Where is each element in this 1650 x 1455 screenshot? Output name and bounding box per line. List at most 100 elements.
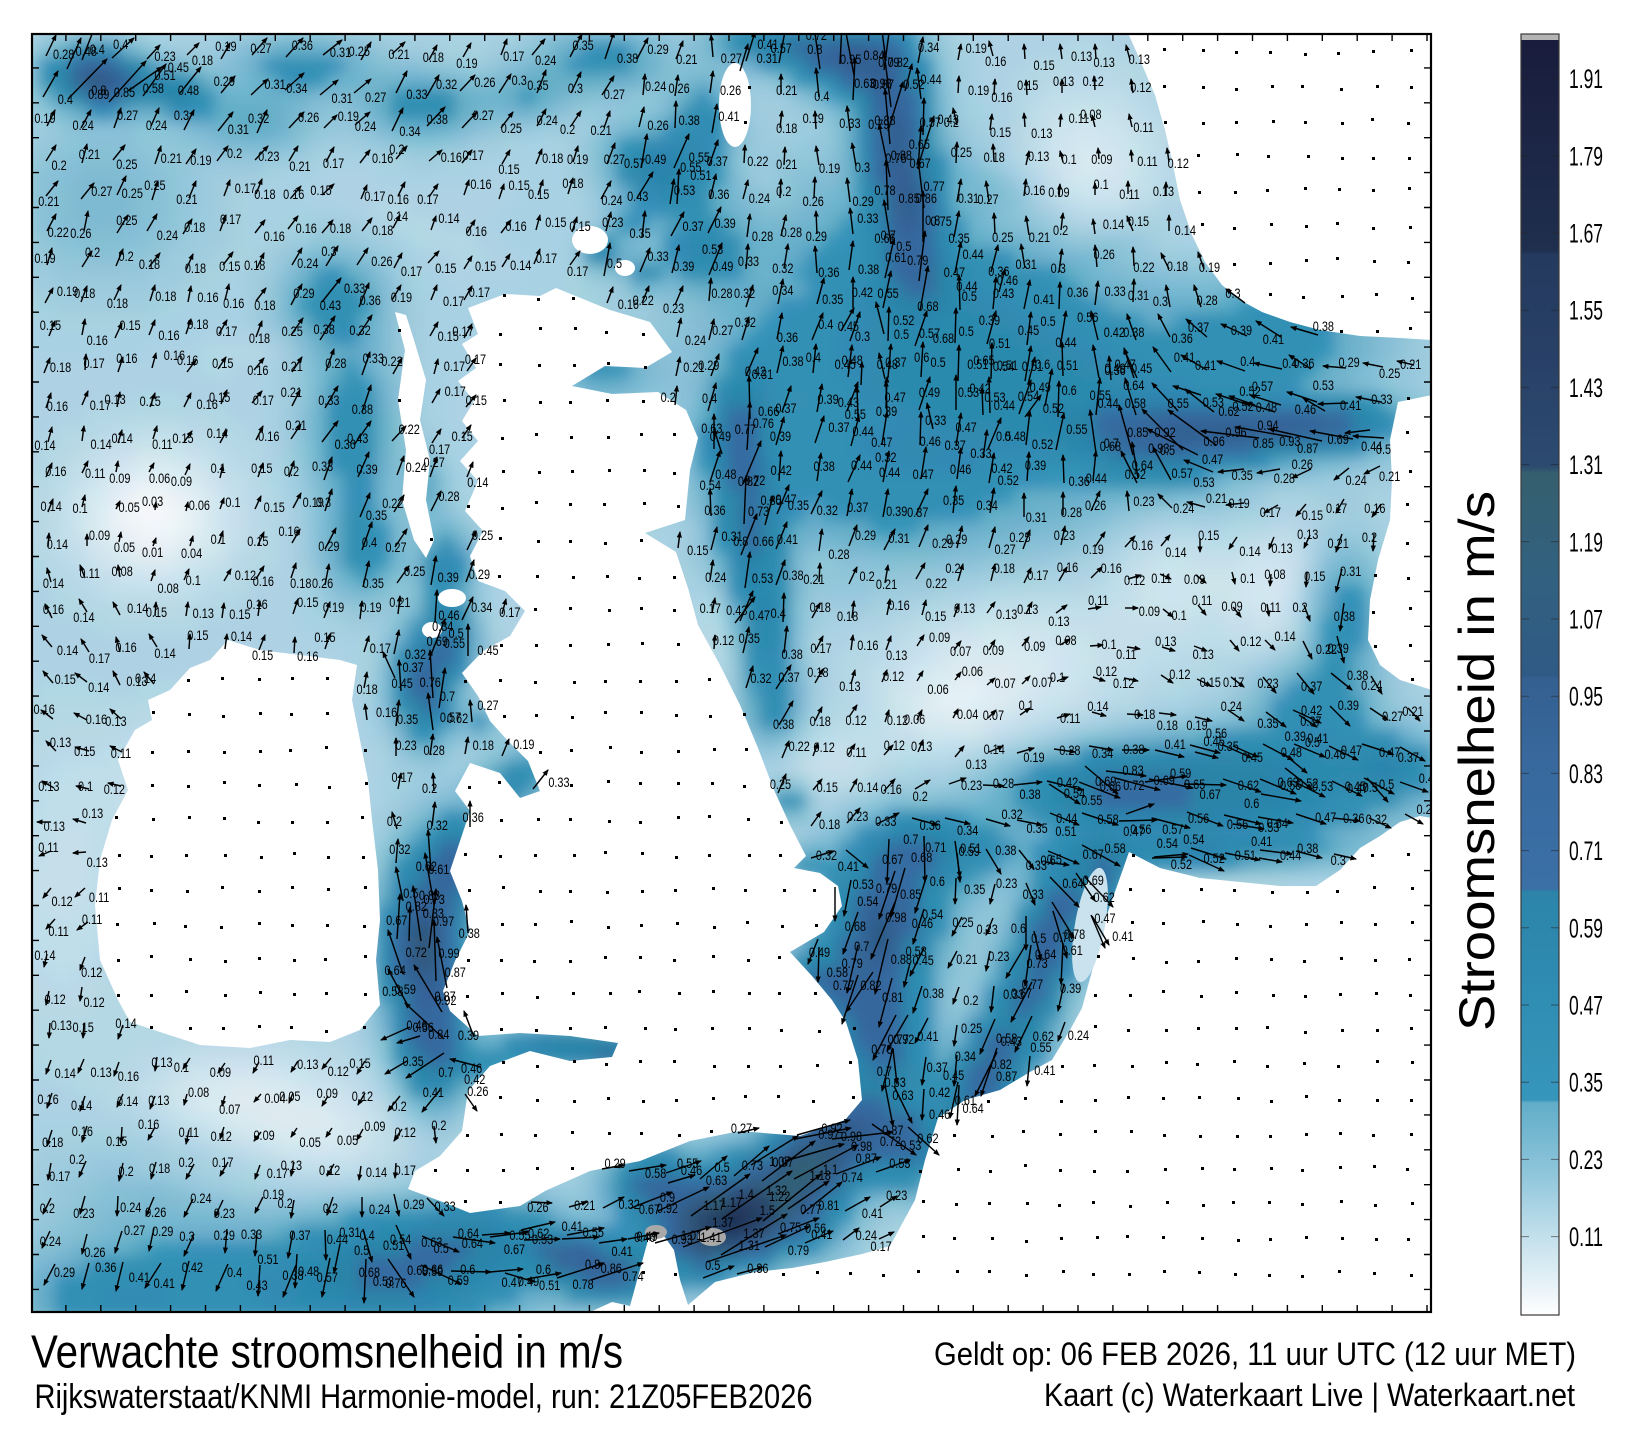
svg-text:0.21: 0.21 xyxy=(1029,230,1050,246)
svg-text:0.18: 0.18 xyxy=(837,609,858,625)
svg-text:0.13: 0.13 xyxy=(1028,149,1049,165)
svg-text:0.15: 0.15 xyxy=(1198,528,1219,544)
svg-text:0.17: 0.17 xyxy=(810,641,831,657)
svg-text:0.76: 0.76 xyxy=(885,151,906,167)
svg-text:0.38: 0.38 xyxy=(679,113,700,129)
svg-text:0.13: 0.13 xyxy=(105,714,126,730)
svg-text:0.28: 0.28 xyxy=(1274,471,1295,487)
svg-text:0.19: 0.19 xyxy=(34,111,55,127)
svg-text:0.15: 0.15 xyxy=(545,215,566,231)
svg-text:0.15: 0.15 xyxy=(528,187,549,203)
svg-text:0.63: 0.63 xyxy=(701,421,722,437)
svg-text:0.13: 0.13 xyxy=(996,607,1017,623)
svg-text:0.1: 0.1 xyxy=(1062,152,1077,168)
svg-text:0.76: 0.76 xyxy=(420,675,441,691)
svg-text:0.08: 0.08 xyxy=(1080,107,1101,123)
svg-text:0.5: 0.5 xyxy=(959,324,974,340)
svg-text:0.16: 0.16 xyxy=(1132,538,1153,554)
svg-text:0.51: 0.51 xyxy=(989,336,1010,352)
svg-text:0.28: 0.28 xyxy=(1061,505,1082,521)
svg-text:0.39: 0.39 xyxy=(1025,458,1046,474)
svg-text:0.27: 0.27 xyxy=(424,455,445,471)
svg-text:0.21: 0.21 xyxy=(776,83,797,99)
svg-text:0.24: 0.24 xyxy=(705,570,726,586)
svg-text:0.5: 0.5 xyxy=(1041,314,1056,330)
svg-text:0.57: 0.57 xyxy=(624,156,645,172)
svg-text:0.12: 0.12 xyxy=(1240,634,1261,650)
svg-text:0.8: 0.8 xyxy=(733,534,748,550)
svg-text:0.17: 0.17 xyxy=(469,285,490,301)
svg-text:0.15: 0.15 xyxy=(187,628,208,644)
svg-text:0.19: 0.19 xyxy=(567,152,588,168)
svg-text:0.4: 0.4 xyxy=(58,92,73,108)
svg-text:0.27: 0.27 xyxy=(365,90,386,106)
svg-text:0.46: 0.46 xyxy=(920,434,941,450)
svg-text:0.16: 0.16 xyxy=(857,638,878,654)
svg-text:0.16: 0.16 xyxy=(297,649,318,665)
svg-text:0.65: 0.65 xyxy=(973,353,994,369)
svg-text:0.17: 0.17 xyxy=(444,359,465,375)
svg-text:0.2: 0.2 xyxy=(85,245,100,261)
svg-text:0.13: 0.13 xyxy=(1053,74,1074,90)
svg-text:0.24: 0.24 xyxy=(601,193,622,209)
svg-text:0.15: 0.15 xyxy=(209,390,230,406)
svg-text:0.23: 0.23 xyxy=(258,149,279,165)
svg-text:0.16: 0.16 xyxy=(1101,561,1122,577)
svg-text:0.46: 0.46 xyxy=(950,462,971,478)
svg-text:0.3: 0.3 xyxy=(174,108,189,124)
svg-text:0.25: 0.25 xyxy=(1009,530,1030,546)
svg-text:0.08: 0.08 xyxy=(1264,567,1285,583)
svg-text:0.18: 0.18 xyxy=(139,257,160,273)
svg-text:0.26: 0.26 xyxy=(720,83,741,99)
svg-text:0.24: 0.24 xyxy=(645,79,666,95)
svg-text:0.16: 0.16 xyxy=(888,598,909,614)
svg-text:0.15: 0.15 xyxy=(247,534,268,550)
svg-text:0.15: 0.15 xyxy=(435,261,456,277)
svg-text:0.85: 0.85 xyxy=(1253,436,1274,452)
svg-text:0.36: 0.36 xyxy=(1067,285,1088,301)
svg-text:0.18: 0.18 xyxy=(356,682,377,698)
svg-text:0.37: 0.37 xyxy=(907,505,928,521)
svg-text:0.12: 0.12 xyxy=(1130,80,1151,96)
svg-text:0.19: 0.19 xyxy=(1229,496,1250,512)
svg-text:0.52: 0.52 xyxy=(1043,401,1064,417)
svg-text:0.17: 0.17 xyxy=(443,294,464,310)
svg-text:0.15: 0.15 xyxy=(119,318,140,334)
svg-text:0.25: 0.25 xyxy=(501,121,522,137)
svg-text:0.38: 0.38 xyxy=(427,112,448,128)
svg-text:0.14: 0.14 xyxy=(41,499,62,515)
svg-text:0.16: 0.16 xyxy=(87,333,108,349)
svg-text:0.21: 0.21 xyxy=(1379,469,1400,485)
svg-text:0.18: 0.18 xyxy=(810,714,831,730)
svg-text:0.16: 0.16 xyxy=(177,353,198,369)
svg-text:0.21: 0.21 xyxy=(876,577,897,593)
svg-text:0.25: 0.25 xyxy=(116,213,137,229)
svg-text:0.38: 0.38 xyxy=(858,262,879,278)
svg-text:0.15: 0.15 xyxy=(925,609,946,625)
svg-text:0.29: 0.29 xyxy=(318,539,339,555)
svg-text:0.35: 0.35 xyxy=(948,231,969,247)
svg-text:0.17: 0.17 xyxy=(1260,505,1281,521)
svg-text:0.69: 0.69 xyxy=(1328,432,1349,448)
svg-text:0.21: 0.21 xyxy=(1206,491,1227,507)
svg-text:0.52: 0.52 xyxy=(1032,437,1053,453)
svg-text:0.26: 0.26 xyxy=(312,576,333,592)
svg-text:0.11: 0.11 xyxy=(1260,600,1280,616)
svg-text:0.17: 0.17 xyxy=(445,384,466,400)
svg-text:0.18: 0.18 xyxy=(1167,259,1188,275)
svg-text:0.03: 0.03 xyxy=(142,494,163,510)
svg-text:0.34: 0.34 xyxy=(286,81,307,97)
svg-text:0.36: 0.36 xyxy=(704,503,725,519)
svg-text:0.3: 0.3 xyxy=(512,73,527,89)
svg-text:0.41: 0.41 xyxy=(718,109,739,125)
svg-text:0.34: 0.34 xyxy=(918,40,939,56)
svg-text:0.32: 0.32 xyxy=(817,503,838,519)
svg-text:0.12: 0.12 xyxy=(1169,667,1190,683)
svg-text:0.17: 0.17 xyxy=(216,324,237,340)
svg-text:0.08: 0.08 xyxy=(158,581,179,597)
svg-text:0.15: 0.15 xyxy=(475,259,496,275)
svg-text:0.06: 0.06 xyxy=(149,471,170,487)
svg-text:0.79: 0.79 xyxy=(907,253,928,269)
svg-text:0.09: 0.09 xyxy=(1048,185,1069,201)
svg-text:0.45: 0.45 xyxy=(168,60,189,76)
